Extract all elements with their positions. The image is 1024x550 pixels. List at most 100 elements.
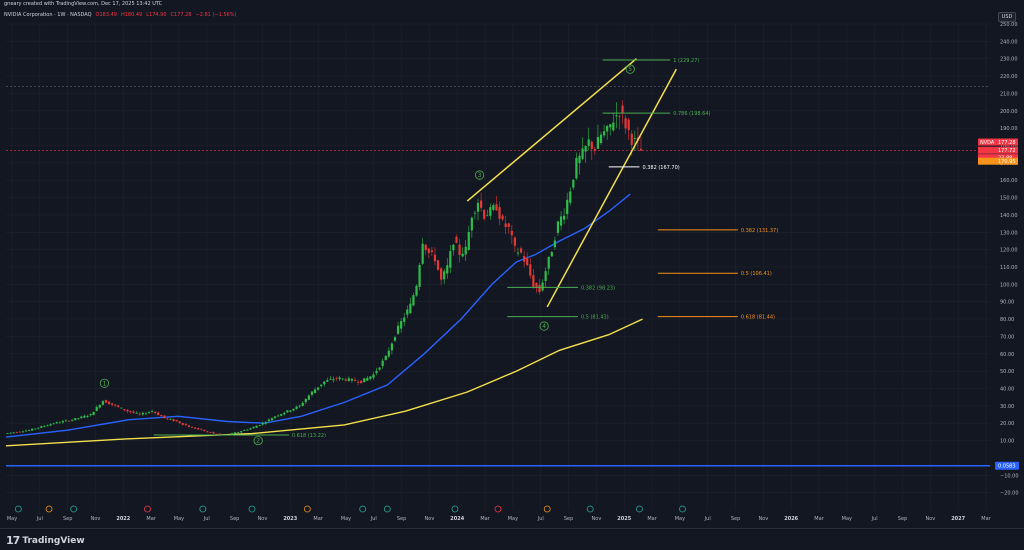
candle-body [249, 428, 252, 430]
candle-body [286, 410, 289, 413]
candle-body [513, 237, 517, 246]
candle-body [64, 420, 68, 422]
candle-body [553, 240, 556, 248]
x-tick-label: Nov [592, 516, 602, 522]
event-marker-icon [543, 505, 551, 513]
candle-body [74, 418, 77, 421]
symbol-legend[interactable]: NVIDIA Corporation · 1W · NASDAQ O183.49… [4, 12, 236, 21]
candle-body [363, 378, 366, 383]
event-marker-icon [14, 505, 22, 513]
candle-body [486, 215, 489, 217]
candle-body [277, 415, 280, 417]
currency-button[interactable]: USD [998, 12, 1016, 22]
wave-label-text: 5 [628, 66, 632, 73]
candle-body [495, 204, 498, 211]
candle-body [510, 230, 513, 236]
candle-body [215, 433, 218, 435]
candle-body [37, 427, 40, 429]
candle-body [590, 141, 593, 149]
chart-credit: gneary created with TradingView.com, Dec… [4, 1, 163, 7]
candle-body [83, 415, 86, 418]
candle-body [295, 406, 298, 409]
candle-body [313, 389, 317, 394]
y-tick-label: 20.00 [1000, 421, 1014, 427]
candle-body [615, 115, 618, 117]
candle-body [563, 215, 566, 220]
candle-body [255, 425, 258, 428]
candle-body [489, 207, 492, 216]
ohlc-close: C177.28 [170, 12, 192, 18]
x-tick-label: Nov [925, 516, 935, 522]
candle-body [415, 285, 418, 296]
candle-body [12, 432, 15, 434]
candle-body [61, 421, 64, 423]
candle-body [310, 391, 314, 395]
candle-body [633, 137, 636, 139]
channel-line [546, 68, 678, 308]
candle-body [516, 252, 520, 254]
fib-level-label: 0.618 (13.22) [292, 433, 326, 439]
y-tick-label: 120.00 [1000, 248, 1018, 254]
x-tick-label: Sep [731, 516, 740, 522]
candle-body [240, 431, 243, 433]
zero-line-value: 0.0583 [998, 464, 1016, 470]
wave-label-circle [474, 170, 485, 180]
candle-body [403, 317, 406, 322]
tradingview-logo[interactable]: 17 TradingView [6, 534, 85, 547]
candle-body [393, 337, 397, 341]
symbol-name[interactable]: NVIDIA Corporation · 1W · NASDAQ [4, 12, 92, 18]
y-tick-label: 30.00 [1000, 404, 1014, 410]
candle-body [452, 244, 455, 251]
y-tick-label: 190.00 [1000, 126, 1018, 132]
y-tick-label: 10.00 [1000, 439, 1014, 445]
candle-body [578, 155, 581, 164]
candle-body [535, 282, 538, 288]
candle-body [627, 119, 630, 131]
candle-body [77, 418, 80, 419]
candle-body [498, 207, 501, 219]
wave-label-circle [99, 378, 110, 388]
x-tick-label: Sep [898, 516, 907, 522]
wave-label-circle [625, 64, 635, 74]
candle-body [353, 379, 357, 382]
candle-body [212, 432, 215, 434]
candle-body [129, 411, 132, 413]
candle-body [98, 404, 101, 408]
candle-body [18, 431, 21, 433]
candle-body [307, 395, 310, 400]
candle-body [430, 250, 433, 252]
candle-body [409, 303, 412, 314]
candle-body [467, 231, 470, 250]
event-marker-icon [494, 505, 502, 513]
candle-body [283, 412, 286, 415]
candle-body [197, 428, 200, 430]
candle-body [304, 399, 307, 403]
candle-body [107, 401, 111, 405]
price-tag [978, 157, 1018, 165]
candle-body [203, 429, 206, 432]
candle-body [360, 380, 363, 384]
x-tick-label: Sep [397, 516, 406, 522]
candle-body [24, 430, 28, 432]
candle-body [67, 420, 71, 422]
candle-body [270, 418, 274, 421]
candle-body [375, 370, 378, 374]
y-tick-label: 60.00 [1000, 352, 1014, 358]
candle-body [264, 422, 267, 424]
x-tick-label: May [508, 516, 518, 522]
price-tag-value: 177.72 [998, 148, 1016, 154]
x-tick-label: May [174, 516, 184, 522]
event-marker-icon [144, 505, 151, 513]
fib-level-label: 0.618 (81.44) [741, 315, 775, 321]
candle-body [424, 244, 427, 250]
event-marker-icon [45, 505, 53, 513]
x-tick-label: Mar [981, 516, 991, 522]
zero-line-price-tag [995, 461, 1019, 470]
x-tick-label: 2022 [116, 516, 130, 522]
x-tick-label: Nov [258, 516, 268, 522]
candle-body [141, 412, 144, 415]
candle-body [596, 137, 600, 149]
x-tick-label: May [341, 516, 351, 522]
candle-body [529, 264, 532, 276]
